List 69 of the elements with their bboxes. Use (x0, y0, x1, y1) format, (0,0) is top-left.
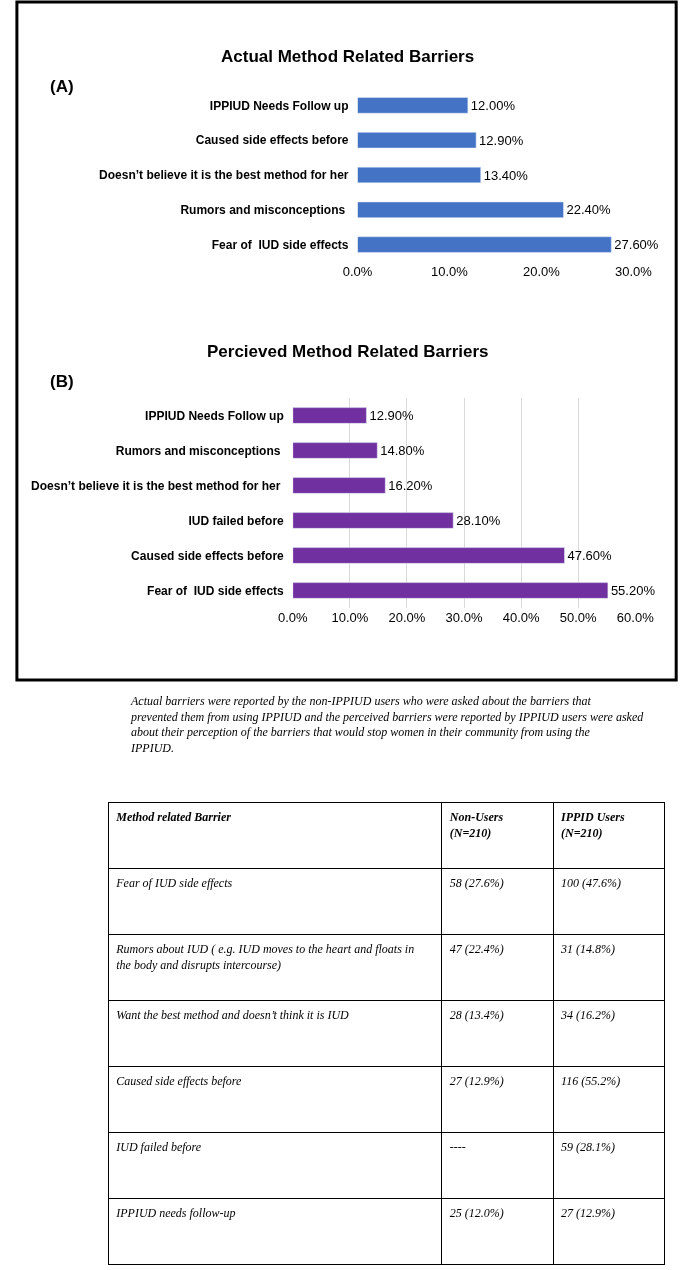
text: 58 (27.6%) (449, 876, 504, 890)
bar (357, 97, 469, 114)
x-tick-label: 30.0% (614, 264, 653, 279)
text: 47 (22.4%) (449, 942, 504, 956)
x-tick-label: 0.0% (277, 610, 309, 625)
text: 116 (55.2%) (561, 1074, 621, 1088)
y-tick-label: IPPIUD Needs Follow up (209, 98, 349, 113)
text: 27 (12.9%) (561, 1206, 616, 1220)
text: 28 (13.4%) (449, 1008, 504, 1022)
data-label: 55.20% (610, 582, 656, 598)
text: (A) (50, 77, 74, 96)
x-tick-label: 10.0% (431, 264, 469, 279)
bar (292, 582, 609, 599)
y-tick-label: Caused side effects before (195, 133, 349, 148)
x-tick-label: 50.0% (559, 610, 598, 625)
y-tick-label: Doesn’t believe it is the best method for her (99, 168, 349, 183)
category-label: Non-Users (N=210) (448, 810, 504, 840)
bar (357, 132, 477, 149)
text: 27 (12.9%) (449, 1074, 504, 1088)
data-label: 16.20% (388, 477, 433, 493)
data-label: 22.40% (566, 202, 612, 218)
bar (357, 201, 564, 218)
x-tick-label: 10.0% (331, 610, 369, 625)
y-tick-label: Rumors and misconceptions (180, 203, 349, 217)
bar (292, 407, 367, 424)
category-label: IPPID Users (N=210) (560, 810, 626, 840)
data-label: 12.90% (479, 132, 524, 148)
text: Actual barriers were reported by the non-IPPIUD users who were asked about the barriers that prevented them from using IPPIUD and the perceived barriers were reported by IPPIUD users were asked about their perception of the barriers that would stop women in their community from using the IPPIUD. (130, 694, 645, 755)
y-tick-label: IUD failed before (188, 513, 285, 528)
data-label: 28.10% (456, 512, 501, 528)
text: 59 (28.1%) (561, 1140, 616, 1154)
text: 34 (16.2%) (561, 1008, 616, 1022)
text: 31 (14.8%) (561, 942, 616, 956)
category-label: IPPIUD needs follow-up (116, 1206, 236, 1220)
data-label: 12.90% (369, 407, 414, 423)
x-tick-label: 40.0% (502, 610, 540, 625)
text: ---- (449, 1140, 466, 1154)
data-label: 12.00% (470, 97, 516, 113)
category-label: Method related Barrier (115, 810, 232, 824)
bar (357, 236, 612, 253)
bar (292, 547, 565, 564)
x-tick-label: 20.0% (388, 610, 426, 625)
chart-title: Actual Method Related Barriers (221, 47, 475, 66)
text: 100 (47.6%) (561, 876, 622, 890)
y-tick-label: Caused side effects before (131, 548, 285, 563)
data-label: 47.60% (567, 547, 613, 563)
y-tick-label: IPPIUD Needs Follow up (145, 408, 284, 423)
x-tick-label: 0.0% (342, 264, 373, 279)
chart-title: Percieved Method Related Barriers (207, 342, 489, 361)
bar (292, 512, 454, 529)
text: 25 (12.0%) (449, 1206, 504, 1220)
y-tick-label: Rumors and misconceptions (115, 443, 284, 458)
category-label: Caused side effects before (116, 1074, 242, 1088)
x-tick-label: 60.0% (616, 610, 655, 625)
category-label: Rumors about IUD ( e.g. IUD moves to the heart and floats in the body and disrupts intercourse) (116, 942, 415, 972)
category-label: Fear of IUD side effects (116, 876, 233, 890)
text: (B) (50, 372, 74, 391)
y-tick-label: Doesn’t believe it is the best method for her (31, 478, 284, 493)
bar (357, 166, 481, 184)
data-label: 13.40% (483, 167, 529, 183)
x-tick-label: 20.0% (522, 264, 561, 279)
bar (292, 442, 378, 459)
y-tick-label: Fear of IUD side effects (211, 237, 349, 252)
data-label: 27.60% (614, 237, 659, 253)
x-tick-label: 30.0% (445, 610, 483, 625)
data-label: 14.80% (380, 442, 425, 458)
bar (292, 477, 386, 494)
y-tick-label: Fear of IUD side effects (147, 583, 285, 598)
category-label: Want the best method and doesn’t think it is IUD (116, 1008, 349, 1022)
